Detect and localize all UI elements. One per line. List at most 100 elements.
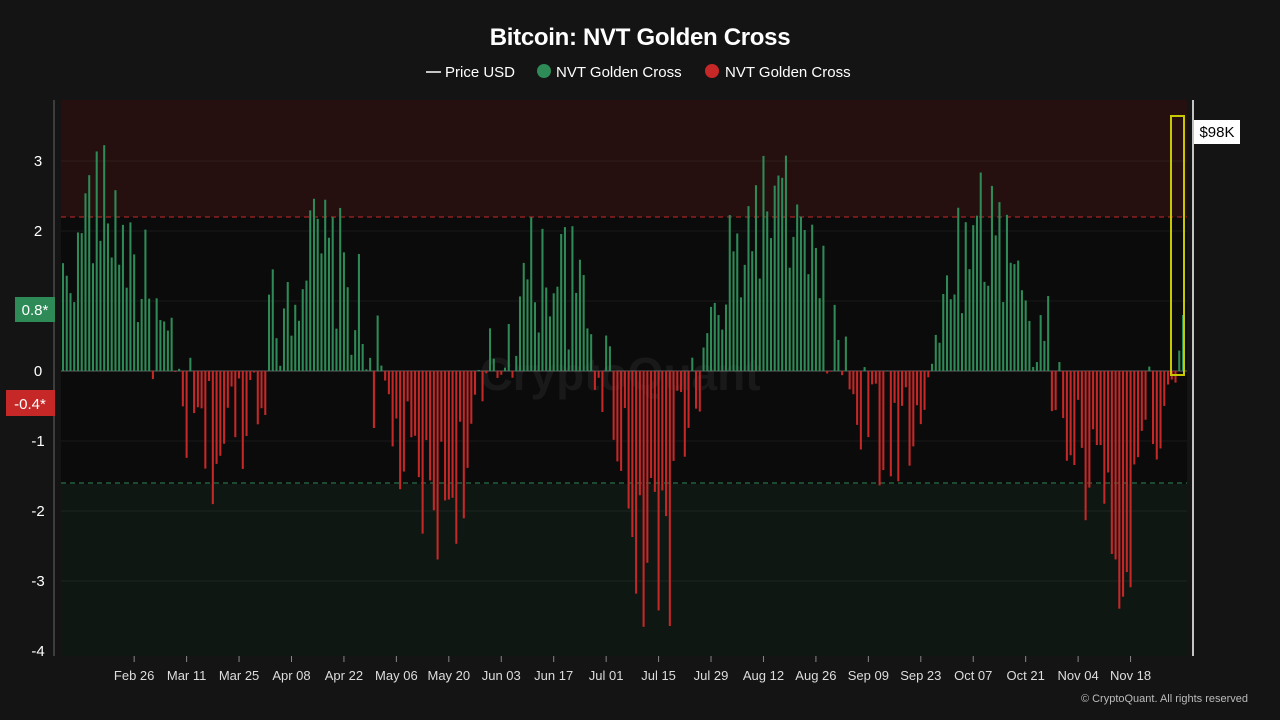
x-tick-label: Oct 07	[954, 668, 992, 683]
bar-negative	[1080, 371, 1083, 448]
bar-positive	[327, 237, 330, 371]
bar-positive	[743, 264, 746, 371]
bar-negative	[848, 371, 851, 390]
bar-positive	[552, 293, 555, 371]
x-tick-label: Sep 23	[900, 668, 941, 683]
bar-positive	[279, 365, 282, 371]
bar-negative	[1159, 371, 1162, 449]
bar-positive	[739, 297, 743, 371]
bar-positive	[751, 251, 754, 371]
bar-positive	[713, 302, 716, 371]
legend-green-swatch	[537, 64, 551, 78]
bar-negative	[698, 371, 701, 412]
bar-positive	[863, 367, 866, 371]
bar-negative	[451, 371, 454, 498]
bar-positive	[271, 269, 274, 371]
x-tick-label: Apr 08	[272, 668, 310, 683]
bar-positive	[380, 365, 383, 371]
nvt-bars	[61, 145, 1185, 627]
x-tick-label: Oct 21	[1007, 668, 1045, 683]
bar-positive	[964, 222, 967, 371]
bar-negative	[1133, 371, 1136, 465]
legend-item-nvt-red[interactable]: NVT Golden Cross	[705, 64, 851, 81]
bar-positive	[129, 222, 132, 371]
bar-negative	[841, 371, 844, 376]
bar-negative	[496, 371, 499, 378]
bar-negative	[241, 371, 244, 469]
legend-item-price[interactable]: Price USD	[426, 64, 515, 81]
bar-positive	[294, 304, 297, 371]
bar-positive	[61, 263, 65, 371]
bar-negative	[462, 371, 465, 519]
bar-positive	[822, 245, 825, 371]
bar-positive	[709, 306, 713, 371]
bar-positive	[953, 294, 956, 371]
marker-red: -0.4*	[6, 390, 55, 416]
bar-positive	[968, 269, 971, 371]
bar-positive	[979, 172, 982, 371]
x-tick-label: Nov 04	[1058, 668, 1099, 683]
bar-negative	[916, 371, 919, 406]
bar-positive	[886, 370, 889, 371]
bar-positive	[189, 357, 192, 371]
legend-item-nvt-green[interactable]: NVT Golden Cross	[537, 64, 682, 81]
bar-positive	[275, 338, 278, 371]
bar-negative	[425, 371, 428, 441]
bar-negative	[680, 371, 683, 393]
x-tick-label: Jul 01	[589, 668, 624, 683]
bar-positive	[728, 215, 731, 371]
bar-negative	[372, 371, 375, 429]
bar-negative	[181, 371, 184, 407]
marker-red-bg	[6, 390, 55, 416]
bar-negative	[856, 371, 859, 425]
bar-negative	[226, 371, 229, 408]
bar-negative	[1166, 371, 1170, 385]
bar-negative	[593, 371, 596, 390]
bar-negative	[668, 371, 671, 626]
bar-positive	[807, 274, 810, 371]
bar-negative	[421, 371, 424, 534]
bar-positive	[144, 229, 147, 371]
bar-positive	[769, 238, 772, 371]
bar-positive	[361, 343, 364, 371]
bar-positive	[376, 315, 379, 371]
bar-negative	[1110, 371, 1113, 555]
bar-negative	[620, 371, 623, 471]
bar-negative	[661, 371, 664, 491]
highlight-box	[1170, 115, 1185, 376]
bar-negative	[1099, 371, 1102, 446]
bar-positive	[972, 225, 975, 371]
x-tick-label: May 20	[427, 668, 470, 683]
x-tick-label: Mar 11	[167, 668, 207, 683]
bar-negative	[871, 371, 874, 385]
bar-positive	[503, 367, 507, 371]
bar-negative	[882, 371, 885, 471]
bar-negative	[1125, 371, 1128, 573]
bar-positive	[1047, 296, 1050, 371]
bar-positive	[530, 217, 533, 371]
bar-positive	[814, 247, 817, 371]
bar-positive	[140, 298, 143, 371]
bar-positive	[339, 207, 342, 371]
bar-negative	[384, 371, 387, 381]
x-tick-label: Jul 29	[694, 668, 729, 683]
bar-negative	[901, 371, 904, 406]
bar-negative	[1107, 371, 1110, 473]
bar-negative	[676, 371, 679, 391]
bar-negative	[1144, 371, 1147, 420]
x-tick-label: Jul 15	[641, 668, 676, 683]
bar-negative	[867, 371, 870, 438]
bar-negative	[878, 371, 881, 486]
bar-positive	[305, 280, 308, 371]
bar-positive	[724, 304, 728, 371]
bar-positive	[69, 293, 72, 371]
bar-negative	[1140, 371, 1143, 431]
bar-positive	[365, 369, 368, 371]
bar-positive	[522, 262, 525, 371]
bar-negative	[414, 371, 417, 436]
bar-negative	[196, 371, 199, 408]
bar-negative	[485, 371, 488, 374]
x-tick-label: Aug 26	[795, 668, 836, 683]
bar-negative	[653, 371, 656, 492]
